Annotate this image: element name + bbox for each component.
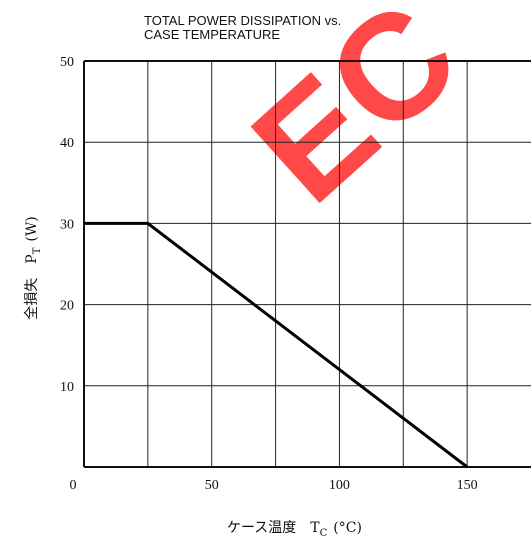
title-line: CASE TEMPERATURE bbox=[144, 27, 280, 42]
x-tick-label: 50 bbox=[205, 478, 219, 493]
y-tick-label: 10 bbox=[60, 380, 74, 395]
series bbox=[84, 221, 469, 469]
title-line: TOTAL POWER DISSIPATION vs. bbox=[144, 13, 341, 28]
grid bbox=[84, 61, 531, 467]
y-axis-ticks: 10 20 30 40 50 bbox=[60, 55, 74, 395]
x-axis-label: ケース温度 TC (°C) bbox=[227, 520, 362, 538]
y-axis-label: 全損失 PT(W) bbox=[23, 216, 43, 319]
y-tick-label: 40 bbox=[60, 136, 74, 151]
plot-frame bbox=[83, 60, 531, 468]
x-tick-label: 150 bbox=[457, 478, 478, 493]
derating-curve bbox=[84, 221, 469, 469]
y-tick-label: 20 bbox=[60, 299, 74, 314]
x-axis-ticks: 0 50 100 150 bbox=[70, 478, 478, 493]
x-tick-label: 100 bbox=[329, 478, 350, 493]
y-tick-label: 50 bbox=[60, 55, 74, 70]
y-axis-title: 全損失 PT(W) bbox=[23, 216, 43, 319]
chart-title: TOTAL POWER DISSIPATION vs.CASE TEMPERAT… bbox=[144, 13, 341, 42]
y-tick-label: 30 bbox=[60, 217, 74, 232]
x-axis-title: ケース温度 TC (°C) bbox=[227, 520, 362, 538]
x-tick-label: 0 bbox=[70, 478, 77, 493]
